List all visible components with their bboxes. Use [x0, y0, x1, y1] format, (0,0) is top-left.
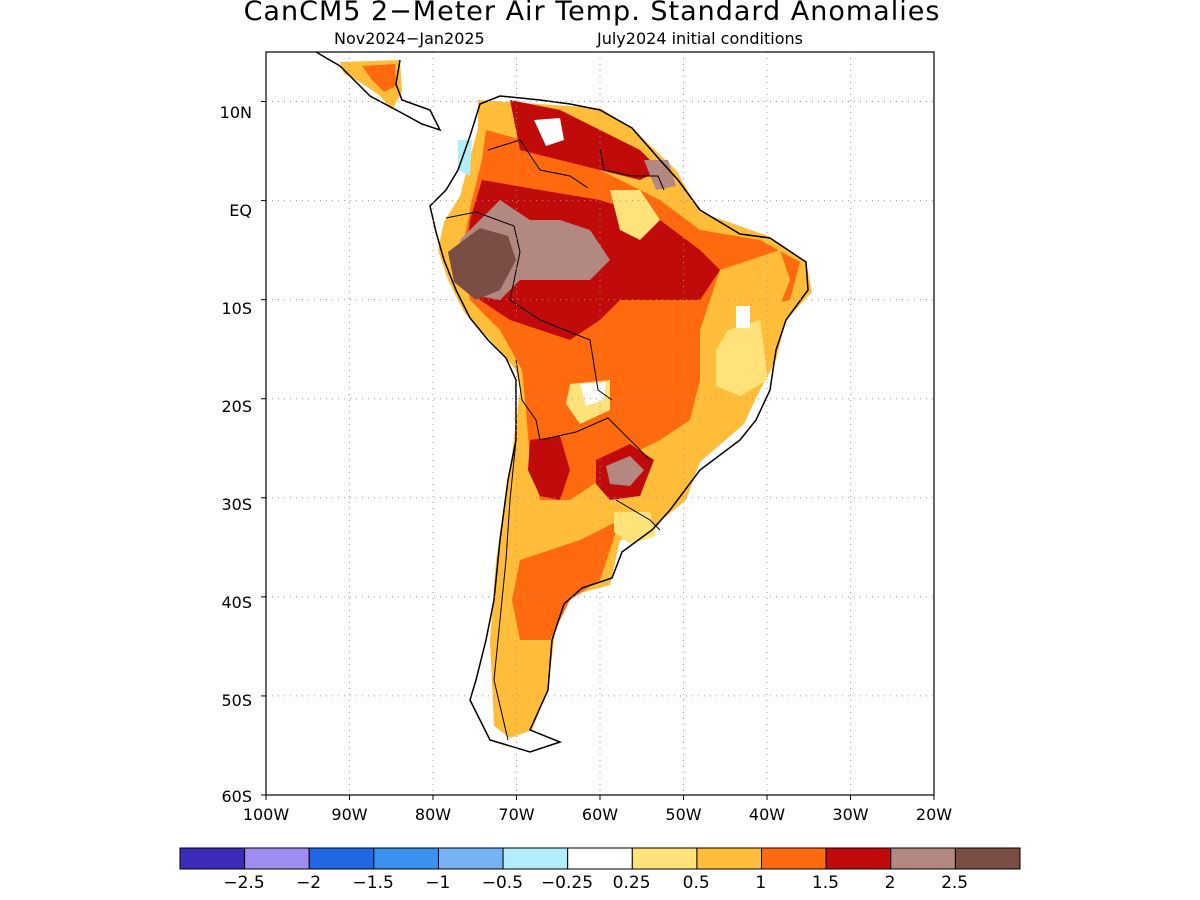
initial-conditions: July2024 initial conditions	[597, 29, 803, 48]
country-borders	[445, 139, 665, 741]
axis-ticks	[261, 101, 935, 800]
y-tick-label: 60S	[221, 787, 252, 806]
colorbar-swatch	[308, 847, 375, 870]
colorbar-swatch	[437, 847, 504, 870]
colorbar-swatch	[373, 847, 439, 870]
colorbar-label: 2	[885, 873, 896, 893]
anomaly-region-2p0-chaco	[528, 436, 570, 500]
colorbar-label: −2.5	[223, 873, 264, 893]
colorbar-swatch	[825, 847, 892, 870]
y-tick-label: 10S	[221, 299, 252, 318]
colorbar-label: 0.25	[613, 873, 651, 893]
y-tick-label: 10N	[220, 103, 252, 122]
anomaly-region-0p25-northeast	[716, 320, 768, 396]
colorbar-swatch	[696, 847, 763, 870]
y-axis-labels: 10N EQ 10S 20S 30S 40S 50S 60S	[220, 103, 252, 806]
anomaly-shading	[340, 60, 812, 738]
colorbar-swatch	[244, 847, 310, 870]
y-tick-label: EQ	[229, 201, 252, 220]
colorbar-label: −1.5	[353, 873, 394, 893]
colorbar-swatch	[890, 847, 956, 870]
x-tick-label: 30W	[832, 805, 868, 824]
anomaly-region-0p25-guiana	[610, 190, 660, 240]
forecast-period: Nov2024−Jan2025	[334, 29, 485, 48]
x-axis-labels: 100W 90W 80W 70W 60W 50W 40W 30W 20W	[243, 805, 952, 824]
colorbar-swatch	[631, 847, 698, 870]
anomaly-region-2p5-paraguay	[606, 456, 644, 486]
anomaly-region-3p0-peru	[448, 228, 516, 300]
border-bolivia-chile	[515, 359, 541, 441]
x-tick-label: 80W	[415, 805, 451, 824]
colorbar-labels: −2.5 −2 −1.5 −1 −0.5 −0.25 0.25 0.5 1 1.…	[223, 873, 968, 893]
colorbar-label: −0.25	[541, 873, 593, 893]
colorbar-label: 2.5	[941, 873, 968, 893]
y-tick-label: 40S	[221, 593, 252, 612]
anomaly-region-neutral-colombia	[458, 140, 472, 176]
anomaly-region-1p0	[362, 64, 396, 92]
anomaly-region-neutral-brazil	[736, 306, 750, 328]
south-america-coastline	[429, 95, 809, 753]
x-tick-label: 20W	[916, 805, 952, 824]
colorbar-swatch	[502, 847, 569, 870]
border-argentina-paraguay	[539, 417, 651, 461]
anomaly-region-2p5-guiana	[644, 160, 676, 190]
border-colombia-venezuela	[487, 139, 589, 189]
colorbar-swatch	[567, 847, 633, 870]
x-tick-label: 60W	[582, 805, 618, 824]
colorbar-swatch	[179, 847, 246, 870]
chart-title: CanCM5 2−Meter Air Temp. Standard Anomal…	[243, 0, 941, 27]
colorbar-label: 1.5	[812, 873, 839, 893]
colorbar-label: 1	[755, 873, 766, 893]
coastlines	[315, 51, 809, 753]
border-brazil-uruguay	[615, 499, 661, 531]
colorbar-swatch	[761, 847, 827, 870]
y-tick-label: 30S	[221, 495, 252, 514]
y-tick-label: 50S	[221, 691, 252, 710]
x-tick-label: 50W	[665, 805, 701, 824]
anomaly-region-1p5-south	[512, 520, 620, 640]
x-tick-label: 100W	[243, 805, 290, 824]
anomaly-region-0p25-uruguay	[614, 512, 656, 544]
border-brazil-peru-bolivia	[509, 251, 613, 401]
x-tick-label: 70W	[498, 805, 534, 824]
colorbar-label: −1	[425, 873, 450, 893]
colorbar-label: −0.5	[482, 873, 523, 893]
colorbar-label: 0.5	[683, 873, 710, 893]
colorbar-label: −2	[296, 873, 321, 893]
anomaly-region-neutral-venezuela	[534, 118, 564, 146]
border-argentina-chile	[493, 439, 517, 741]
colorbar-swatch	[954, 847, 1021, 870]
border-guianas	[599, 147, 665, 191]
x-tick-label: 40W	[749, 805, 785, 824]
y-tick-label: 20S	[221, 397, 252, 416]
x-tick-label: 90W	[331, 805, 367, 824]
central-america-coastline	[315, 51, 442, 132]
colorbar	[179, 847, 1021, 870]
